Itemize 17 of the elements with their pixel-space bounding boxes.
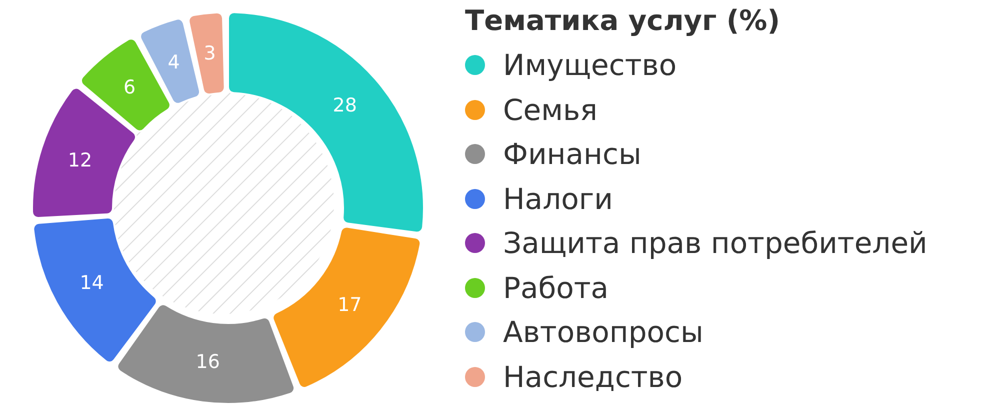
legend-label: Наследство	[503, 360, 683, 394]
data-label: 17	[338, 294, 362, 316]
legend-label: Имущество	[503, 48, 677, 82]
data-label: 28	[332, 94, 357, 116]
data-label: 16	[196, 351, 220, 374]
data-label: 14	[80, 272, 104, 294]
data-label: 3	[204, 42, 216, 65]
data-label: 12	[68, 149, 92, 172]
legend-label: Налоги	[503, 182, 613, 216]
legend-label: Защита прав потребителей	[503, 226, 928, 260]
legend-title: Тематика услуг (%)	[465, 4, 781, 37]
legend-label: Семья	[503, 92, 598, 127]
data-label: 6	[123, 76, 136, 99]
data-label: 4	[168, 51, 180, 74]
legend-label: Автовопросы	[503, 315, 704, 350]
legend-label: Финансы	[503, 137, 642, 172]
legend-label: Работа	[503, 270, 609, 305]
